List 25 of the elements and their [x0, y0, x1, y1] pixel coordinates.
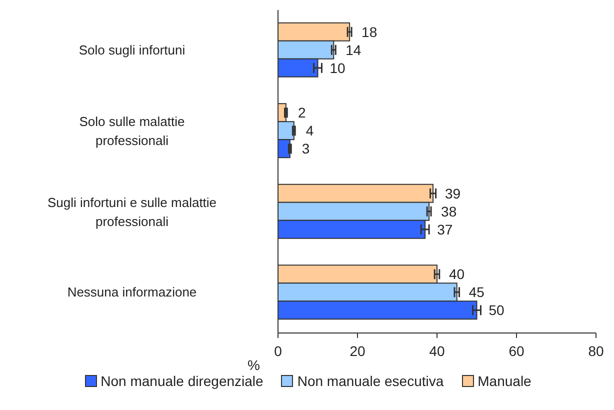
data-label: 3	[302, 140, 310, 157]
data-label: 2	[298, 104, 306, 121]
y-tick-label: Nessuna informazione	[67, 284, 197, 300]
x-tick-label: 20	[350, 342, 366, 359]
data-label: 18	[362, 24, 378, 40]
data-label: 14	[346, 42, 362, 58]
y-tick-label: Solo sulle malattie professionali	[79, 114, 185, 148]
legend-label: Manuale	[478, 373, 532, 389]
y-tick-label: Solo sugli infortuni	[78, 42, 186, 58]
legend-label: Non manuale esecutiva	[297, 373, 444, 389]
x-tick-label: 60	[508, 342, 524, 359]
data-label: 4	[306, 122, 314, 139]
y-tick-label: Sugli infortuni e sulle malattie professionali	[47, 194, 217, 229]
data-label: 38	[441, 203, 457, 220]
legend-label: Non manuale diregenziale	[100, 373, 264, 389]
data-label: 45	[468, 284, 485, 300]
data-label: 50	[488, 302, 505, 318]
data-label: 37	[437, 221, 453, 238]
x-axis-title: %	[248, 356, 260, 373]
x-tick-label: 40	[429, 342, 445, 359]
data-label: 39	[445, 185, 461, 202]
x-tick-label: 0	[274, 342, 282, 359]
data-label: 40	[449, 266, 465, 282]
x-tick-label: 80	[588, 342, 604, 359]
data-label: 10	[330, 60, 346, 76]
